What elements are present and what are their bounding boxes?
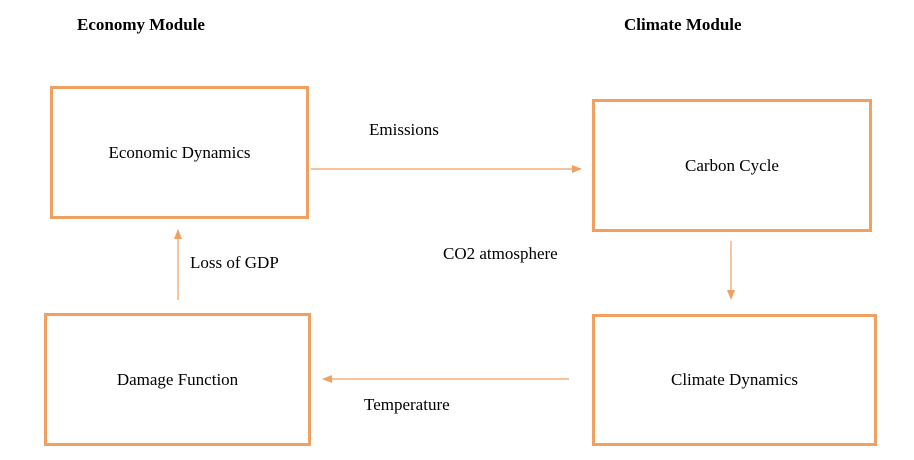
co2-atmosphere-label: CO2 atmosphere bbox=[443, 244, 558, 263]
carbon-cycle-label: Carbon Cycle bbox=[685, 155, 779, 175]
economy-module-heading: Economy Module bbox=[77, 15, 205, 34]
climate-dynamics-box: Climate Dynamics bbox=[592, 314, 877, 446]
economic-dynamics-label: Economic Dynamics bbox=[108, 142, 251, 162]
emissions-label: Emissions bbox=[369, 120, 439, 139]
damage-function-label: Damage Function bbox=[116, 369, 239, 389]
damage-function-box: Damage Function bbox=[44, 313, 311, 446]
temperature-label: Temperature bbox=[364, 395, 450, 414]
climate-dynamics-label: Climate Dynamics bbox=[670, 370, 798, 389]
loss-of-gdp-label: Loss of GDP bbox=[190, 253, 279, 272]
economic-dynamics-box: Economic Dynamics bbox=[50, 86, 309, 219]
carbon-cycle-box: Carbon Cycle bbox=[592, 99, 872, 232]
climate-module-heading: Climate Module bbox=[624, 15, 742, 34]
